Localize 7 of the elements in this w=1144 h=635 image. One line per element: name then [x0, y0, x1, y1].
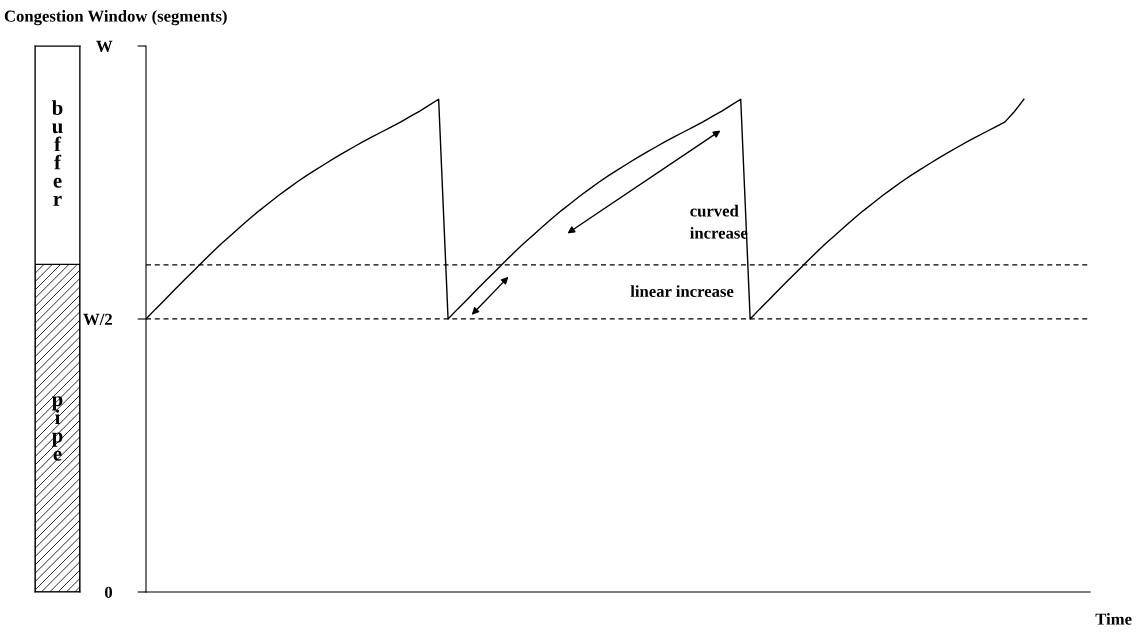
x-axis-title: Time: [1095, 613, 1132, 625]
y-axis-title: Congestion Window (segments): [4, 10, 227, 26]
text: W: [96, 40, 113, 53]
text: W/2: [83, 313, 112, 326]
text: 0: [104, 586, 113, 598]
annotation: linear increase: [630, 285, 734, 297]
series-label: buffer: [51, 100, 63, 206]
